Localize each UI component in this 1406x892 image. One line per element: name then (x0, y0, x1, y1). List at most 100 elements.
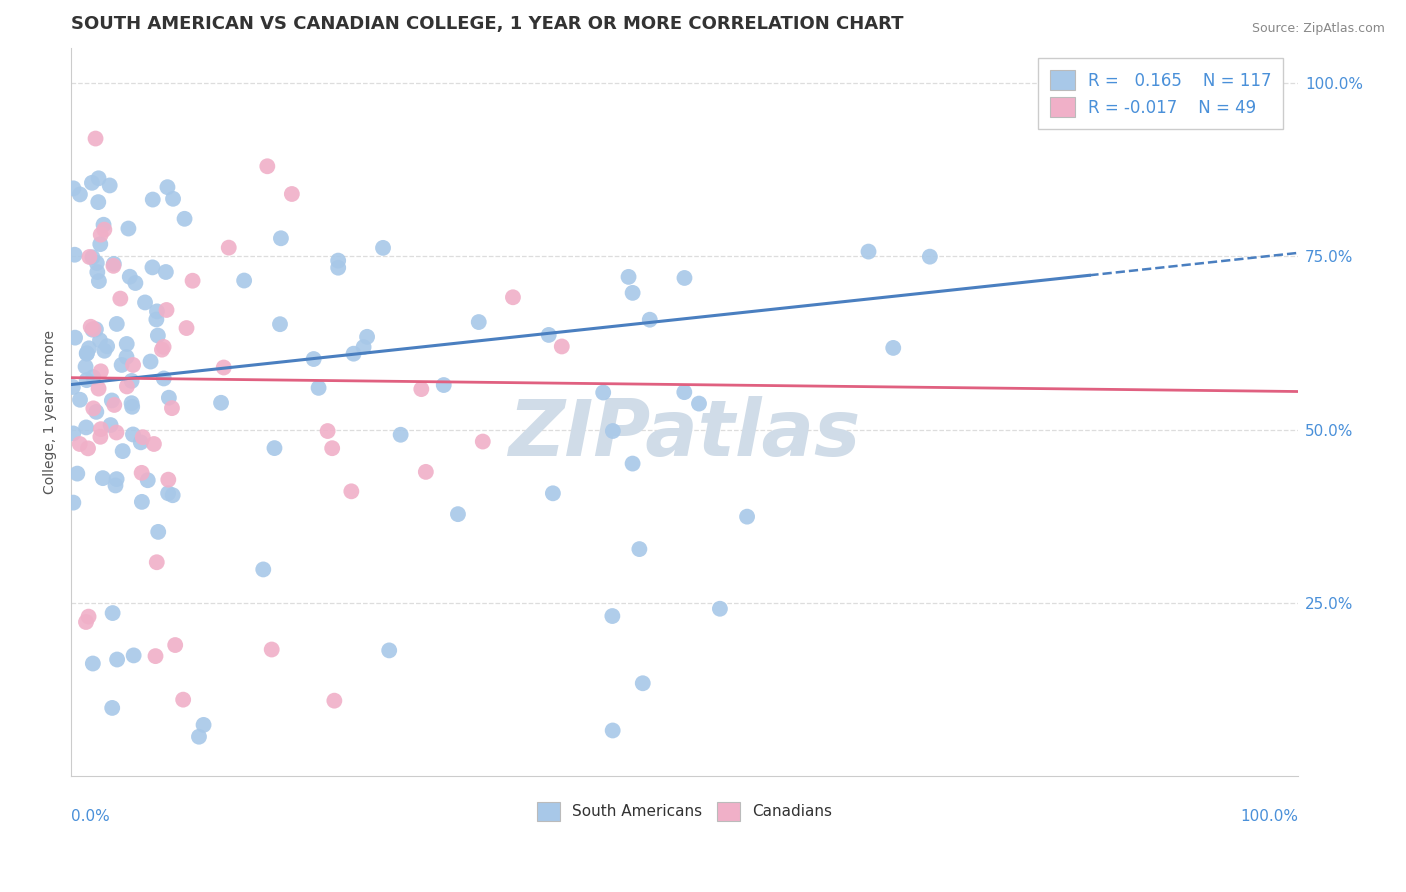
Point (233, 274, 256, 288)
Point (77, 342, 100, 356)
Point (105, 472, 128, 486)
Point (79, 250, 101, 264)
Point (858, 244, 880, 259)
Point (356, 330, 378, 344)
Point (86, 256, 108, 270)
Point (75, 359, 97, 374)
Point (76, 373, 98, 387)
Point (63, 248, 86, 262)
Point (218, 241, 240, 255)
Point (162, 488, 184, 502)
Point (181, 274, 204, 288)
Point (281, 186, 304, 201)
Text: Source: ZipAtlas.com: Source: ZipAtlas.com (1251, 22, 1385, 36)
Point (688, 396, 710, 410)
Point (673, 385, 696, 400)
Point (75, 615, 97, 629)
Text: ZIPatlas: ZIPatlas (509, 396, 860, 472)
Point (101, 701, 124, 715)
Point (260, 642, 283, 657)
Point (93, 222, 115, 236)
Point (146, 328, 169, 343)
Point (103, 257, 125, 271)
Point (142, 437, 165, 451)
Point (63, 331, 86, 345)
Point (103, 398, 125, 412)
Point (148, 524, 170, 539)
Point (100, 418, 122, 433)
Point (132, 430, 155, 444)
Point (160, 401, 183, 416)
Point (139, 354, 162, 368)
Point (86, 405, 108, 419)
Point (122, 358, 145, 372)
Point (157, 391, 180, 405)
Point (628, 542, 651, 557)
Point (302, 352, 325, 367)
Point (328, 253, 350, 268)
Point (66, 467, 89, 481)
Point (87, 171, 110, 186)
Point (93, 343, 115, 358)
Point (89, 237, 111, 252)
Point (62, 426, 84, 441)
Point (602, 609, 624, 624)
Point (76, 346, 98, 360)
Text: 0.0%: 0.0% (72, 809, 110, 824)
Point (115, 350, 138, 364)
Point (371, 241, 394, 255)
Point (378, 643, 401, 657)
Point (115, 337, 138, 351)
Point (89, 430, 111, 444)
Point (117, 221, 139, 235)
Point (124, 276, 146, 290)
Point (502, 290, 524, 304)
Point (82, 322, 104, 336)
Point (134, 295, 156, 310)
Point (145, 649, 167, 664)
Point (541, 486, 564, 500)
Point (91, 471, 114, 485)
Point (89, 334, 111, 348)
Point (328, 260, 350, 275)
Point (90, 227, 112, 242)
Point (152, 340, 174, 354)
Point (155, 303, 177, 318)
Point (145, 555, 167, 569)
Point (162, 192, 184, 206)
Point (471, 434, 494, 449)
Point (131, 466, 153, 480)
Point (77, 609, 100, 624)
Point (415, 465, 437, 479)
Point (136, 473, 159, 487)
Point (62, 380, 84, 394)
Point (101, 606, 124, 620)
Point (621, 285, 644, 300)
Point (115, 379, 138, 393)
Point (82, 657, 104, 671)
Point (82, 323, 104, 337)
Point (82, 250, 104, 264)
Point (121, 396, 143, 410)
Point (157, 486, 180, 500)
Point (209, 396, 232, 410)
Point (321, 441, 343, 455)
Point (104, 478, 127, 492)
Point (342, 347, 364, 361)
Point (82, 370, 104, 384)
Point (882, 341, 904, 355)
Point (122, 648, 145, 663)
Point (269, 317, 291, 331)
Point (172, 692, 194, 706)
Point (602, 424, 624, 438)
Point (87, 195, 110, 210)
Point (270, 231, 292, 245)
Point (468, 315, 491, 329)
Point (173, 211, 195, 226)
Point (141, 260, 163, 275)
Point (90, 422, 112, 436)
Y-axis label: College, 1 year or more: College, 1 year or more (44, 330, 58, 494)
Text: 100.0%: 100.0% (1240, 809, 1298, 824)
Point (447, 507, 470, 521)
Point (86, 265, 108, 279)
